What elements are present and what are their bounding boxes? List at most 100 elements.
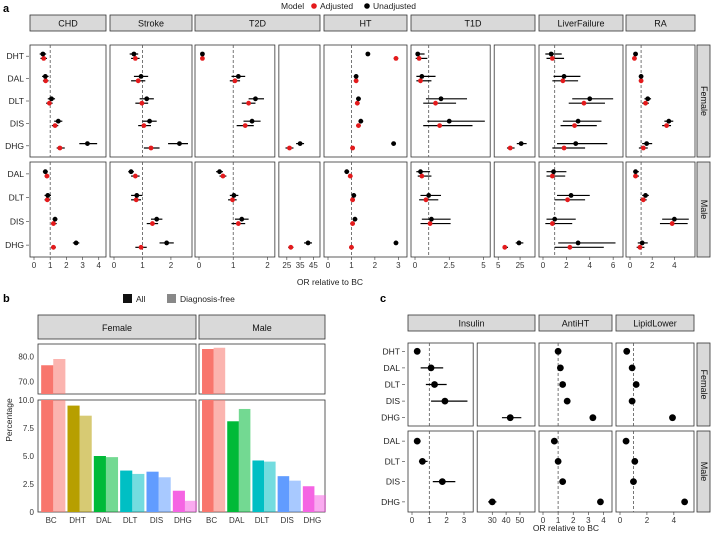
facet-strip-b-male: [198, 314, 326, 340]
point-unadjusted-chd-male-dlt: [45, 193, 51, 198]
x-tick-label-liverfailure-6: 6: [611, 261, 616, 270]
point-estimate-insulin-male-dhg: [488, 498, 496, 506]
x-tick-label-b-male-dal: DAL: [229, 516, 245, 525]
pane-t1d-male-0: [410, 161, 491, 258]
x-tick-label-t2d-2: 2: [265, 261, 270, 270]
point-adjusted-t1d-male-dlt: [423, 197, 429, 203]
x-tick-label-insulin-30: 30: [488, 516, 497, 525]
point-estimate-antiht-female-dlt: [559, 381, 567, 388]
point-adjusted-t2d-female-dlt: [246, 100, 252, 106]
point-adjusted-chd-female-dhg: [57, 145, 63, 151]
facet-strip-liverfailure: [538, 14, 624, 32]
facet-strip-stroke: [109, 14, 193, 32]
x-tick-label-ht-1: 1: [349, 261, 354, 270]
point-unadjusted-stroke-female-dlt: [144, 96, 150, 102]
point-unadjusted-chd-male-dis: [52, 216, 58, 222]
point-estimate-insulin-female-dlt: [431, 381, 438, 388]
point-unadjusted-stroke-male-dal: [128, 169, 134, 175]
x-tick-label-t1d-5: 5: [496, 261, 501, 270]
point-estimate-antiht-male-dhg: [597, 498, 604, 506]
x-tick-label-b-male-dhg: DHG: [304, 516, 322, 525]
strip-male-label: Male: [699, 462, 709, 482]
point-unadjusted-chd-female-dht: [40, 51, 46, 57]
pane-t2d-female-0: [194, 44, 276, 158]
x-tick-label-liverfailure-4: 4: [588, 261, 593, 270]
pane-t2d-female-1: [278, 44, 321, 158]
point-adjusted-chd-female-dal: [43, 78, 49, 84]
row-label-female-dis: DIS: [386, 396, 401, 406]
x-tick-label-b-female-dis: DIS: [150, 516, 163, 525]
point-adjusted-stroke-male-dis: [150, 221, 155, 226]
point-adjusted-liverfailure-female-dhg: [561, 145, 567, 151]
bar-lower-dxfree-female-bc: [53, 400, 66, 512]
point-adjusted-liverfailure-male-dlt: [565, 197, 570, 203]
panel-a-forest-plot: DHT DAL DLT DIS DHG DAL DLT DIS DHG Female Male CHD…: [5, 14, 711, 270]
y-tick-upper-80: 80.0: [18, 353, 34, 362]
legend-model-title: Model: [281, 1, 304, 11]
facet-strip-antiht: [538, 314, 613, 332]
point-unadjusted-stroke-male-dis: [154, 216, 160, 222]
y-tick-lower-2-5: 2.5: [23, 480, 35, 489]
bar-all-female-dht: [67, 405, 80, 512]
bar-all-female-dlt: [120, 470, 133, 512]
pane-lipidlower-male-0: [615, 430, 695, 513]
x-tick-label-stroke-2: 2: [169, 261, 174, 270]
pane-t1d-female-0: [410, 44, 491, 158]
bar-all-male-dhg: [302, 486, 315, 512]
facet-strip-ra: [625, 14, 696, 32]
point-unadjusted-liverfailure-female-dal: [561, 74, 567, 79]
x-tick-label-ht-0: 0: [326, 261, 331, 270]
panel-letter-c: c: [380, 293, 386, 305]
facet-title-insulin: Insulin: [458, 319, 484, 329]
bar-lower-dxfree-male-bc: [213, 400, 226, 512]
legend-dxfree-swatch: [167, 294, 176, 303]
x-tick-label-b-male-bc: BC: [206, 516, 217, 525]
facet-strip-lipidlower: [615, 314, 695, 332]
row-label-female-dlt: DLT: [9, 96, 24, 106]
point-unadjusted-ra-male-dis: [671, 216, 677, 222]
point-unadjusted-t2d-male-dal: [217, 169, 222, 175]
point-adjusted-stroke-female-dis: [141, 123, 147, 128]
row-label-female-dht: DHT: [383, 346, 400, 356]
x-tick-label-b-female-bc: BC: [46, 516, 57, 525]
point-unadjusted-ht-female-dis: [358, 118, 364, 124]
legend-adjusted-marker: [311, 3, 317, 9]
point-estimate-antiht-female-dal: [556, 364, 564, 372]
x-tick-label-antiht-4: 4: [601, 516, 606, 525]
x-tick-label-liverfailure-2: 2: [564, 261, 569, 270]
y-tick-lower-0: 0: [30, 508, 35, 517]
point-unadjusted-ht-male-dlt: [351, 193, 357, 198]
row-label-female-dlt: DLT: [385, 380, 400, 390]
row-label-male-dis: DIS: [10, 216, 25, 226]
row-label-female-dis: DIS: [10, 118, 25, 128]
point-unadjusted-chd-male-dal: [42, 169, 48, 175]
pane-ra-male-0: [625, 161, 696, 258]
x-tick-label-antiht-2: 2: [571, 516, 576, 525]
x-tick-label-insulin-40: 40: [502, 516, 511, 525]
row-label-male-dlt: DLT: [9, 193, 24, 203]
point-unadjusted-ra-female-dht: [633, 51, 638, 57]
point-adjusted-ht-male-dal: [347, 173, 353, 179]
point-estimate-lipidlower-male-dal: [622, 437, 630, 445]
point-unadjusted-ra-male-dhg: [639, 240, 645, 246]
strip-male: [696, 430, 711, 513]
point-unadjusted-ht-male-dal: [344, 169, 350, 175]
facet-title-t1d: T1D: [464, 19, 482, 29]
x-tick-label-b-female-dal: DAL: [96, 516, 112, 525]
point-adjusted-t2d-male-dlt: [230, 197, 235, 203]
x-tick-label-t2d-35: 35: [296, 261, 305, 270]
point-estimate-antiht-female-dht: [554, 347, 562, 355]
x-tick-label-t1d-5: 5: [481, 261, 486, 270]
point-unadjusted-t1d-male-dal: [418, 169, 423, 175]
point-adjusted-liverfailure-male-dis: [549, 221, 555, 226]
strip-male: [696, 161, 711, 258]
point-adjusted-chd-male-dhg: [51, 244, 56, 250]
facet-title-chd: CHD: [58, 19, 78, 29]
bar-all-male-dal: [227, 421, 239, 512]
x-tick-label-b-female-dhg: DHG: [174, 516, 192, 525]
point-unadjusted-ht-male-dhg: [393, 240, 399, 246]
row-label-female-dal: DAL: [7, 74, 24, 84]
bar-all-female-dhg: [172, 490, 185, 512]
x-tick-label-chd-4: 4: [97, 261, 102, 270]
point-adjusted-ra-female-dlt: [643, 100, 648, 106]
